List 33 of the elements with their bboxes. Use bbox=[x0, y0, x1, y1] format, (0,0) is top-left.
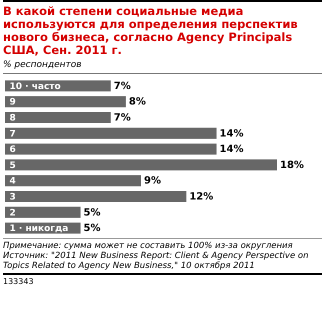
bar bbox=[5, 96, 126, 108]
bar bbox=[5, 144, 217, 155]
text: Примечание: сумма может не составить 100% из-за округления bbox=[3, 241, 294, 251]
data-label: 18% bbox=[280, 160, 304, 171]
y-tick-label: 10 · часто bbox=[10, 82, 61, 92]
y-tick-label: 5 bbox=[10, 160, 16, 171]
data-label: 7% bbox=[114, 80, 131, 92]
data-label: 12% bbox=[189, 192, 214, 202]
bar bbox=[5, 190, 186, 202]
y-tick-label: 9 bbox=[10, 98, 16, 108]
data-label: 8% bbox=[128, 96, 146, 108]
data-label: 5% bbox=[84, 223, 101, 234]
y-tick-label: 1 · никогда bbox=[10, 224, 68, 234]
y-tick-label: 6 bbox=[10, 145, 16, 156]
chart-title: В какой степени социальные медиа используются для определения перспектив нового бизнеса, согласно Agency Principals США, Сен. 2011 г. bbox=[3, 0, 322, 57]
y-tick-label: 8 bbox=[10, 114, 16, 124]
data-label: 14% bbox=[220, 144, 244, 156]
bar bbox=[5, 175, 141, 186]
y-tick-label: 2 bbox=[10, 208, 16, 218]
y-tick-label: 4 bbox=[10, 176, 16, 187]
bar bbox=[5, 128, 217, 139]
bar bbox=[5, 112, 111, 124]
text: Источник: "2011 New Business Report: Client & Agency Perspective on Topics Related to Agency New Business," 10 октября 2011 bbox=[3, 251, 310, 271]
bar bbox=[5, 206, 81, 218]
data-label: 14% bbox=[220, 128, 244, 140]
chart-subtitle: % респондентов bbox=[3, 60, 322, 74]
text: 133343 bbox=[3, 273, 322, 286]
data-label: 9% bbox=[144, 176, 161, 187]
y-tick-label: 7 bbox=[10, 129, 16, 140]
data-label: 7% bbox=[114, 112, 131, 124]
data-label: 5% bbox=[84, 207, 101, 218]
bar bbox=[5, 159, 277, 170]
y-tick-label: 3 bbox=[10, 192, 16, 202]
